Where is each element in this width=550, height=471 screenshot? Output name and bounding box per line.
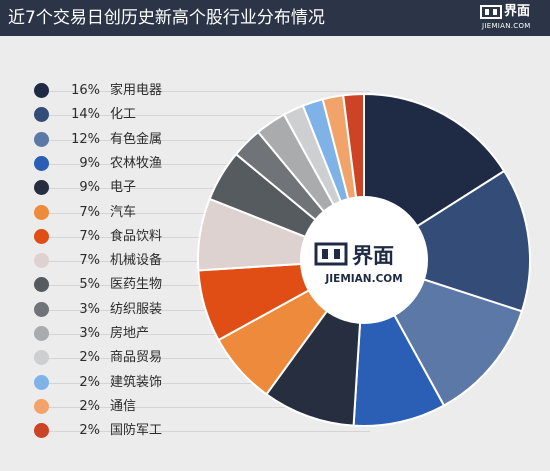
center-logo: 界面 JIEMIAN.COM xyxy=(314,242,403,285)
legend-percent: 7% xyxy=(79,228,100,244)
legend-percent: 5% xyxy=(79,277,100,293)
legend-leader-line xyxy=(34,382,370,384)
legend-swatch xyxy=(34,301,49,317)
legend-leader-line xyxy=(34,309,370,311)
logo-mark-icon xyxy=(480,5,502,19)
legend-swatch xyxy=(34,277,49,293)
legend-label: 机械设备 xyxy=(110,253,163,269)
legend-item: 9% 电子 xyxy=(34,177,374,199)
legend-leader-line xyxy=(34,163,370,165)
legend-percent: 2% xyxy=(79,350,100,366)
legend-leader-line xyxy=(34,139,370,141)
legend-leader-line xyxy=(34,91,370,92)
legend-swatch xyxy=(34,83,49,98)
legend-label: 医药生物 xyxy=(110,277,163,293)
legend-swatch xyxy=(34,131,49,147)
legend-percent: 3% xyxy=(79,326,100,341)
legend-percent: 7% xyxy=(79,204,100,220)
legend-swatch xyxy=(34,204,49,220)
legend-swatch xyxy=(34,253,49,269)
legend-leader-line xyxy=(34,212,370,214)
legend-leader-line xyxy=(34,406,370,408)
legend-label: 汽车 xyxy=(110,204,137,220)
legend-swatch xyxy=(34,107,49,123)
legend-percent: 9% xyxy=(79,155,100,171)
center-logo-url: JIEMIAN.COM xyxy=(324,273,402,285)
legend-swatch xyxy=(34,326,49,341)
legend-item: 3% 纺织服装 xyxy=(34,299,374,321)
donut-hole xyxy=(300,196,428,324)
legend-percent: 7% xyxy=(79,253,100,269)
brand-url: JIEMIAN.COM xyxy=(482,22,531,30)
legend-leader-line xyxy=(34,334,370,335)
legend-item: 12% 有色金属 xyxy=(34,129,374,151)
center-logo-name: 界面 xyxy=(352,244,394,268)
legend-swatch xyxy=(34,155,49,171)
legend-swatch xyxy=(34,423,49,439)
legend-percent: 2% xyxy=(79,374,100,390)
center-logo-mark-icon xyxy=(314,242,348,266)
legend-swatch xyxy=(34,228,49,244)
legend-percent: 2% xyxy=(79,398,100,414)
legend-item: 14% 化工 xyxy=(34,104,374,126)
legend-label: 农林牧渔 xyxy=(110,155,163,171)
legend-label: 商品贸易 xyxy=(110,350,163,366)
legend-label: 化工 xyxy=(110,107,137,123)
brand-name: 界面 xyxy=(504,4,531,19)
legend-item: 16% 家用电器 xyxy=(34,80,374,102)
legend-swatch xyxy=(34,180,49,196)
legend-percent: 2% xyxy=(79,423,100,439)
legend-swatch xyxy=(34,350,49,366)
legend-label: 有色金属 xyxy=(110,131,163,147)
title-bar: 近7个交易日创历史新高个股行业分布情况 界面 JIEMIAN.COM xyxy=(0,0,550,36)
legend-leader-line xyxy=(34,115,370,117)
legend-percent: 12% xyxy=(71,131,100,147)
legend-label: 房地产 xyxy=(110,326,150,341)
legend-percent: 3% xyxy=(79,301,100,317)
legend-percent: 16% xyxy=(71,83,100,98)
legend-swatch xyxy=(34,374,49,390)
brand-logo: 界面 JIEMIAN.COM xyxy=(480,3,542,33)
legend-item: 2% 国防军工 xyxy=(34,420,374,442)
legend-swatch xyxy=(34,398,49,414)
legend-label: 纺织服装 xyxy=(110,301,163,317)
pie-slice xyxy=(361,169,532,313)
legend-label: 国防军工 xyxy=(110,423,163,439)
legend-item: 2% 通信 xyxy=(34,396,374,418)
legend-leader-line xyxy=(34,358,370,360)
legend-item: 2% 建筑装饰 xyxy=(34,372,374,394)
legend-item: 3% 房地产 xyxy=(34,323,374,345)
legend-label: 电子 xyxy=(110,180,137,196)
legend-percent: 14% xyxy=(71,107,100,123)
legend-label: 建筑装饰 xyxy=(110,374,163,390)
legend-label: 家用电器 xyxy=(110,83,163,98)
legend-item: 2% 商品贸易 xyxy=(34,347,374,369)
legend-leader-line xyxy=(34,188,370,190)
legend-percent: 9% xyxy=(79,180,100,196)
legend-label: 食品饮料 xyxy=(110,228,163,244)
legend-label: 通信 xyxy=(110,398,137,414)
chart-title: 近7个交易日创历史新高个股行业分布情况 xyxy=(8,8,325,28)
legend-item: 9% 农林牧渔 xyxy=(34,153,374,175)
legend-item: 7% 汽车 xyxy=(34,202,374,224)
legend-leader-line xyxy=(34,431,370,433)
